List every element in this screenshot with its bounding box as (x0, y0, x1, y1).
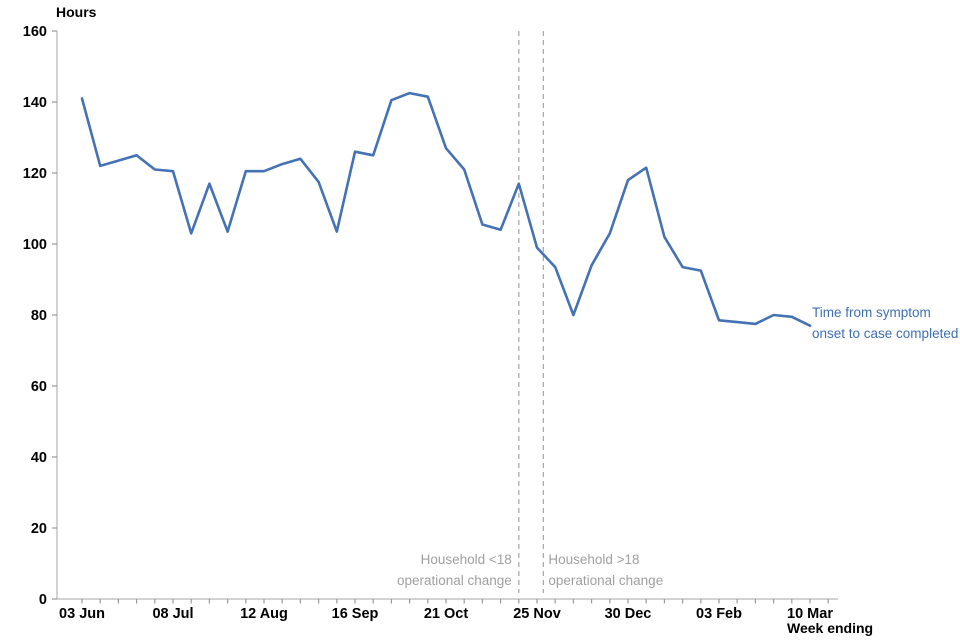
y-tick-label: 40 (31, 450, 47, 466)
annotation-line1: Household >18 (548, 552, 640, 567)
y-axis-title: Hours (56, 4, 97, 20)
y-tick-label: 0 (39, 592, 47, 608)
x-tick-label: 10 Mar (787, 606, 833, 622)
annotation-household-under-18: Household <18 operational change (397, 549, 512, 591)
x-tick-label: 12 Aug (240, 606, 288, 622)
annotation-household-over-18: Household >18 operational change (548, 549, 663, 591)
y-tick-label: 140 (23, 95, 47, 111)
y-tick-label: 120 (23, 166, 47, 182)
x-tick-label: 03 Jun (59, 606, 105, 622)
series-label-line1: Time from symptom (812, 305, 931, 320)
y-tick-label: 60 (31, 379, 47, 395)
y-tick-label: 160 (23, 24, 47, 40)
y-tick-label: 100 (23, 237, 47, 253)
x-axis-title: Week ending (787, 620, 874, 636)
series-label-line2: onset to case completed (812, 326, 959, 341)
x-tick-label: 08 Jul (152, 606, 193, 622)
series-label: Time from symptom onset to case complete… (812, 302, 958, 344)
x-tick-label: 30 Dec (605, 606, 652, 622)
data-line-symptom-onset-to-case-completed (80, 91, 812, 328)
annotation-line1: Household <18 (420, 552, 512, 567)
y-tick-label: 80 (31, 308, 47, 324)
x-tick-label: 21 Oct (424, 606, 468, 622)
x-tick-label: 25 Nov (513, 606, 561, 622)
annotation-line2: operational change (396, 573, 512, 588)
x-tick-label: 16 Sep (332, 606, 379, 622)
y-tick-label: 20 (31, 521, 47, 537)
x-tick-label: 03 Feb (696, 606, 742, 622)
annotation-line2: operational change (548, 573, 664, 588)
